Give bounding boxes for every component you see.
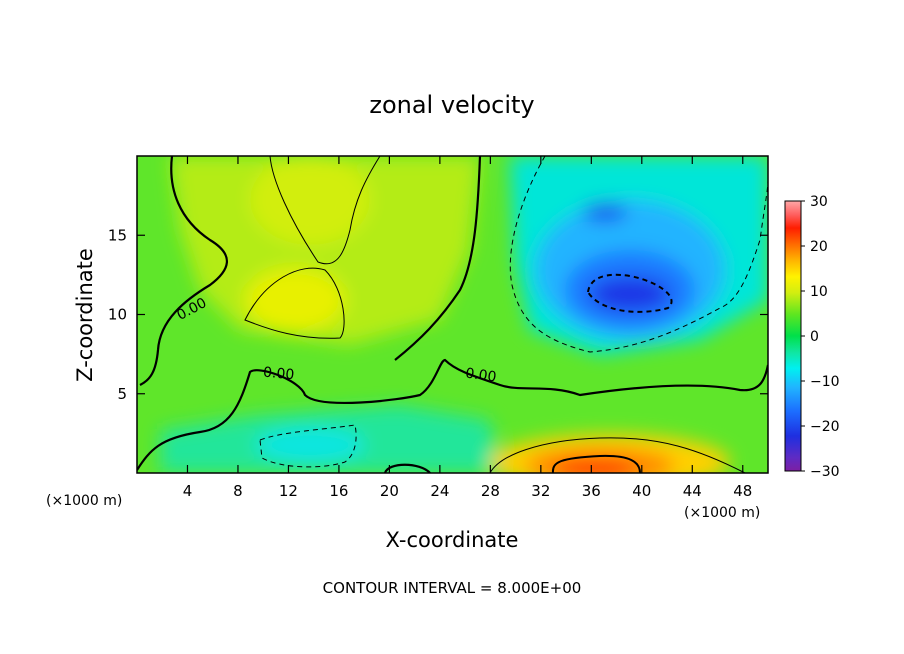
x-axis: 4 8 12 16 20 24 28 32 36 40 44 48: [183, 156, 752, 500]
x-tick-label: 48: [733, 482, 752, 500]
field-positive-upper-core: [250, 156, 370, 245]
chart-title: zonal velocity: [369, 91, 534, 119]
x-tick-label: 20: [380, 482, 399, 500]
plot-area: [137, 156, 768, 473]
x-tick-label: 24: [430, 482, 449, 500]
field-negative-core: [590, 277, 670, 311]
colorbar-tick-label: 30: [810, 194, 828, 210]
colorbar-tick-label: 20: [810, 239, 828, 255]
contour-interval-note: CONTOUR INTERVAL = 8.000E+00: [323, 579, 582, 597]
field-negative-upper-core: [583, 202, 627, 222]
contour-positive-8-upper: [269, 156, 381, 265]
colorbar-tick-label: 0: [810, 329, 819, 345]
y-axis: 5 10 15: [108, 226, 768, 403]
contour-label-group: 0.000.00 0.00: [174, 295, 497, 386]
contour-zero-upper: [394, 156, 482, 361]
contour-label: 0.00: [262, 365, 294, 384]
colorbar: [784, 200, 802, 472]
contour-negative-16: [586, 273, 673, 313]
contour-positive-16-bottom: [551, 454, 641, 473]
contour-zero-mid: [137, 358, 768, 471]
x-axis-title: X-coordinate: [386, 528, 519, 552]
x-tick-label: 8: [233, 482, 243, 500]
x-tick-label: 40: [632, 482, 651, 500]
contour-label: 0.00: [464, 365, 497, 385]
contour-zero-left: [139, 156, 228, 386]
field-positive-core-12: [245, 268, 345, 332]
x-tick-label: 12: [279, 482, 298, 500]
x-tick-label: 16: [329, 482, 348, 500]
x-unit-right: (×1000 m): [684, 505, 760, 521]
colorbar-ticks: 30 20 10 0 −10 −20 −30: [801, 194, 840, 480]
contour-lines: [137, 156, 768, 473]
x-tick-label: 28: [481, 482, 500, 500]
colorbar-tick-label: 10: [810, 284, 828, 300]
y-tick-label: 5: [117, 385, 127, 403]
contour-positive-8-bottom: [489, 437, 746, 473]
x-tick-label: 36: [582, 482, 601, 500]
contour-zero-bottom: [383, 463, 431, 473]
colorbar-tick-label: −20: [810, 419, 840, 435]
x-tick-label: 44: [683, 482, 702, 500]
field-positive-bottom-core: [553, 460, 637, 473]
y-tick-label: 10: [108, 306, 127, 324]
contour-negative-8: [509, 156, 768, 353]
colorbar-tick-label: −10: [810, 374, 840, 390]
y-axis-title: Z-coordinate: [73, 248, 97, 382]
x-tick-label: 4: [183, 482, 193, 500]
x-unit-left: (×1000 m): [46, 493, 122, 509]
x-tick-label: 32: [531, 482, 550, 500]
colorbar-tick-label: −30: [810, 464, 840, 480]
contour-positive-8: [244, 267, 345, 339]
y-tick-label: 15: [108, 226, 127, 244]
field-negative-lower: [255, 427, 365, 463]
contour-negative-8-lower: [259, 424, 357, 468]
